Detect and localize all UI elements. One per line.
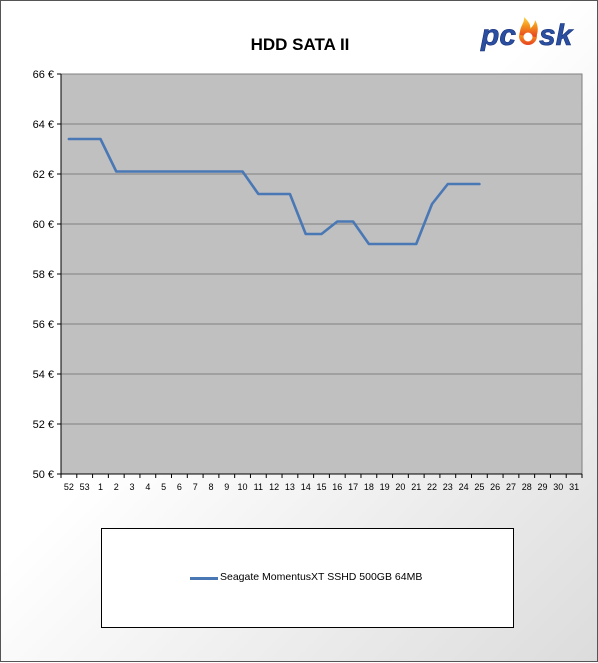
x-tick-label: 4	[145, 482, 150, 492]
x-tick-label: 27	[506, 482, 516, 492]
logo-text-pc: pc	[480, 19, 516, 52]
y-tick-label: 66 €	[33, 69, 54, 81]
x-tick-label: 6	[177, 482, 182, 492]
x-tick-label: 7	[193, 482, 198, 492]
x-tick-label: 25	[474, 482, 484, 492]
x-tick-label: 12	[269, 482, 279, 492]
y-tick-label: 60 €	[33, 219, 54, 231]
x-tick-label: 17	[348, 482, 358, 492]
x-tick-label: 24	[459, 482, 469, 492]
x-tick-label: 10	[238, 482, 248, 492]
y-tick-label: 64 €	[33, 119, 54, 131]
x-tick-label: 53	[80, 482, 90, 492]
x-tick-label: 5	[161, 482, 166, 492]
chart-title: HDD SATA II	[250, 35, 350, 54]
x-tick-label: 16	[332, 482, 342, 492]
x-tick-label: 22	[427, 482, 437, 492]
x-tick-label: 30	[553, 482, 563, 492]
y-tick-label: 62 €	[33, 169, 54, 181]
x-tick-label: 18	[364, 482, 374, 492]
x-tick-label: 11	[254, 482, 263, 492]
x-tick-label: 26	[490, 482, 500, 492]
x-tick-label: 9	[224, 482, 229, 492]
x-tick-label: 29	[538, 482, 548, 492]
y-tick-label: 52 €	[33, 419, 54, 431]
series-line	[67, 137, 481, 246]
logo-text-sk: sk	[539, 19, 574, 52]
y-tick-label: 54 €	[33, 369, 54, 381]
x-tick-label: 14	[301, 482, 311, 492]
x-tick-label: 3	[130, 482, 135, 492]
chart-legend: Seagate MomentusXT SSHD 500GB 64MB	[101, 528, 514, 628]
x-tick-label: 19	[380, 482, 390, 492]
y-tick-label: 56 €	[33, 319, 54, 331]
legend-label: Seagate MomentusXT SSHD 500GB 64MB	[220, 571, 423, 583]
flame-icon	[519, 17, 538, 45]
x-tick-label: 31	[569, 482, 579, 492]
x-tick-label: 21	[411, 482, 421, 492]
x-tick-label: 28	[522, 482, 532, 492]
x-tick-label: 20	[395, 482, 405, 492]
x-tick-label: 1	[98, 482, 103, 492]
x-tick-label: 15	[316, 482, 326, 492]
x-tick-label: 8	[208, 482, 213, 492]
x-tick-label: 13	[285, 482, 295, 492]
y-tick-label: 58 €	[33, 269, 54, 281]
x-tick-label: 23	[443, 482, 453, 492]
legend-swatch	[190, 577, 218, 580]
site-logo: pc sk	[480, 17, 574, 52]
x-tick-label: 52	[64, 482, 74, 492]
x-tick-label: 2	[114, 482, 119, 492]
y-tick-label: 50 €	[33, 469, 54, 481]
